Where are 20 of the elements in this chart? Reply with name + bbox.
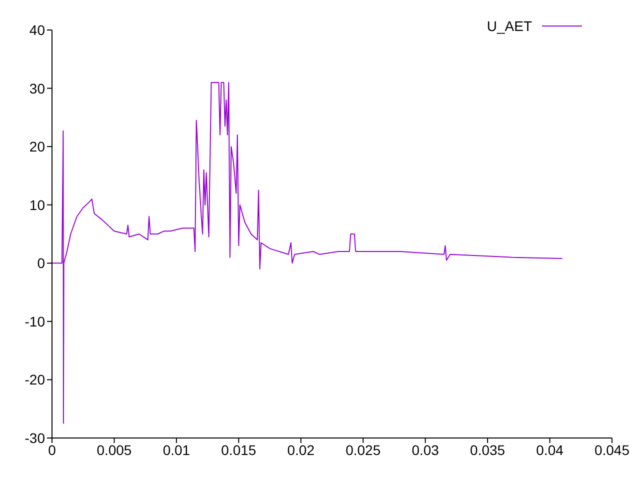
y-tick-label: 40 [29,22,46,38]
x-tick-label: 0.025 [346,442,381,458]
x-tick-label: 0.03 [412,442,440,458]
x-tick-label: 0.01 [162,442,190,458]
x-tick-label: 0.045 [594,442,630,458]
y-tick-label: -20 [24,372,46,388]
y-tick-label: 30 [29,80,46,96]
x-tick-label: 0.035 [470,442,506,458]
x-tick-label: 0.005 [96,442,132,458]
y-tick-label: -30 [24,430,46,446]
x-tick-label: 0.04 [536,442,564,458]
y-tick-label: 20 [29,138,46,155]
y-tick-label: 10 [29,196,46,213]
line-series [52,82,563,424]
legend-label: U_AET [486,18,532,34]
y-tick-label: 0 [37,255,46,272]
x-tick-label: 0.02 [287,442,315,458]
x-tick-label: 0 [48,442,56,458]
y-tick-label: -10 [24,313,46,330]
x-tick-label: 0.015 [221,442,256,458]
